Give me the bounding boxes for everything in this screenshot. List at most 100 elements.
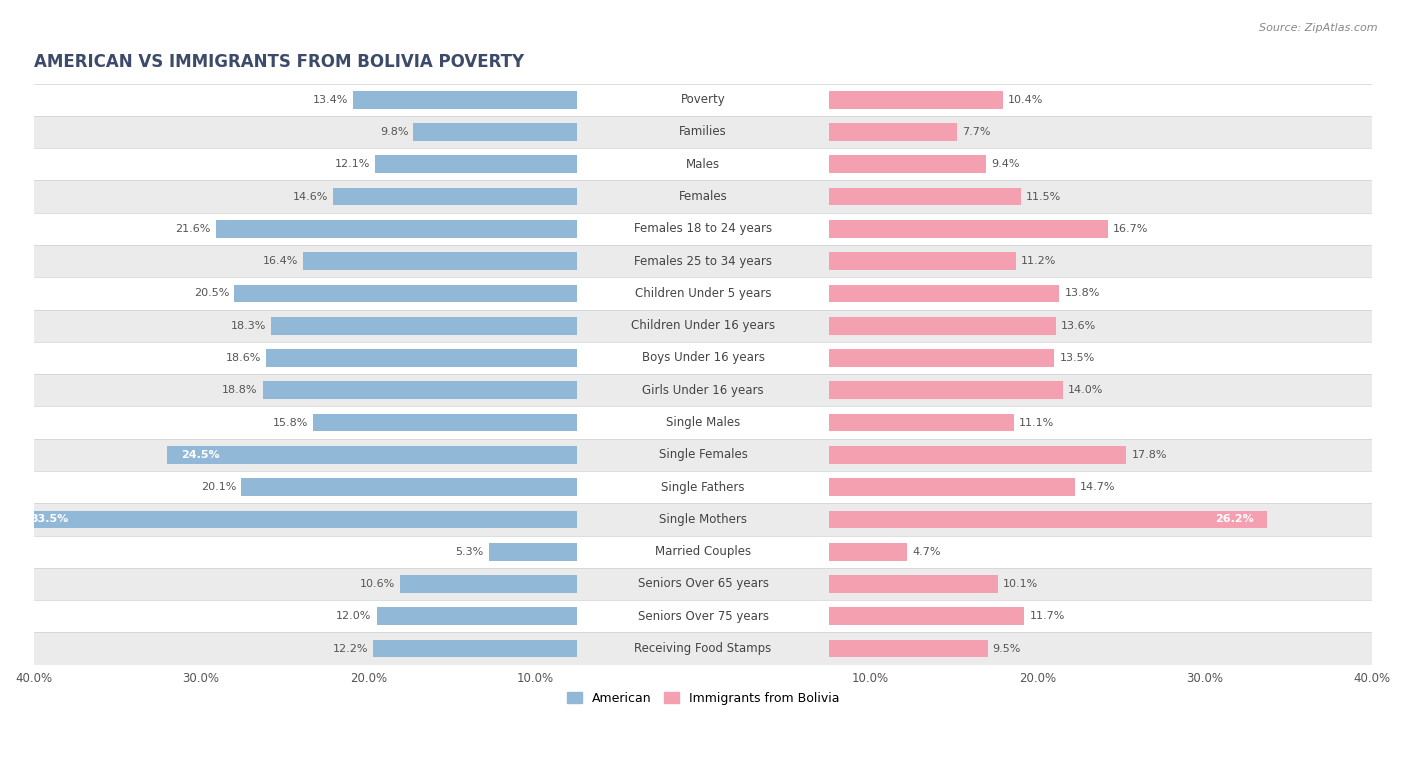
Text: 10.4%: 10.4%: [1008, 95, 1043, 105]
Text: 14.7%: 14.7%: [1080, 482, 1115, 492]
Bar: [828, 446, 1126, 464]
Text: 21.6%: 21.6%: [176, 224, 211, 233]
Text: Single Females: Single Females: [658, 448, 748, 462]
Bar: [34, 600, 1372, 632]
Bar: [828, 414, 1014, 431]
Text: Poverty: Poverty: [681, 93, 725, 106]
Text: 9.4%: 9.4%: [991, 159, 1019, 169]
Bar: [333, 188, 578, 205]
Text: Boys Under 16 years: Boys Under 16 years: [641, 352, 765, 365]
Bar: [34, 342, 1372, 374]
Bar: [401, 575, 578, 593]
Text: 15.8%: 15.8%: [273, 418, 308, 428]
Bar: [377, 607, 578, 625]
Text: 4.7%: 4.7%: [912, 547, 941, 556]
Text: Seniors Over 75 years: Seniors Over 75 years: [637, 609, 769, 623]
Bar: [304, 252, 578, 270]
Text: 24.5%: 24.5%: [181, 449, 219, 460]
Text: Children Under 5 years: Children Under 5 years: [634, 287, 772, 300]
Text: 11.1%: 11.1%: [1019, 418, 1054, 428]
Bar: [34, 568, 1372, 600]
Bar: [34, 148, 1372, 180]
Bar: [34, 374, 1372, 406]
Text: 20.1%: 20.1%: [201, 482, 236, 492]
Text: 18.3%: 18.3%: [231, 321, 266, 330]
Text: 13.4%: 13.4%: [312, 95, 349, 105]
Text: 20.5%: 20.5%: [194, 288, 229, 299]
Bar: [17, 510, 578, 528]
Text: 33.5%: 33.5%: [30, 515, 69, 525]
Text: 10.1%: 10.1%: [1002, 579, 1038, 589]
Bar: [34, 245, 1372, 277]
Text: 18.6%: 18.6%: [226, 353, 262, 363]
Text: 16.7%: 16.7%: [1114, 224, 1149, 233]
Bar: [34, 83, 1372, 116]
Bar: [828, 575, 997, 593]
Bar: [235, 284, 578, 302]
Bar: [34, 277, 1372, 309]
Bar: [217, 220, 578, 238]
Text: Married Couples: Married Couples: [655, 545, 751, 558]
Text: 11.2%: 11.2%: [1021, 256, 1056, 266]
Text: Families: Families: [679, 126, 727, 139]
Bar: [263, 381, 578, 399]
Text: Girls Under 16 years: Girls Under 16 years: [643, 384, 763, 396]
Bar: [34, 632, 1372, 665]
Text: Females 18 to 24 years: Females 18 to 24 years: [634, 222, 772, 235]
Bar: [374, 640, 578, 657]
Bar: [828, 381, 1063, 399]
Text: Seniors Over 65 years: Seniors Over 65 years: [637, 578, 769, 590]
Text: 13.8%: 13.8%: [1064, 288, 1099, 299]
Bar: [34, 309, 1372, 342]
Text: Females 25 to 34 years: Females 25 to 34 years: [634, 255, 772, 268]
Text: 11.5%: 11.5%: [1026, 192, 1062, 202]
Text: AMERICAN VS IMMIGRANTS FROM BOLIVIA POVERTY: AMERICAN VS IMMIGRANTS FROM BOLIVIA POVE…: [34, 53, 523, 71]
Text: 17.8%: 17.8%: [1132, 449, 1167, 460]
Bar: [34, 213, 1372, 245]
Text: 9.5%: 9.5%: [993, 644, 1021, 653]
Bar: [353, 91, 578, 108]
Text: Single Fathers: Single Fathers: [661, 481, 745, 493]
Text: 5.3%: 5.3%: [456, 547, 484, 556]
Text: Receiving Food Stamps: Receiving Food Stamps: [634, 642, 772, 655]
Bar: [828, 317, 1056, 334]
Bar: [828, 640, 987, 657]
Text: 14.6%: 14.6%: [292, 192, 328, 202]
Bar: [240, 478, 578, 496]
Bar: [34, 535, 1372, 568]
Legend: American, Immigrants from Bolivia: American, Immigrants from Bolivia: [567, 692, 839, 705]
Bar: [828, 252, 1017, 270]
Bar: [314, 414, 578, 431]
Bar: [828, 91, 1002, 108]
Bar: [828, 155, 986, 173]
Bar: [489, 543, 578, 561]
Bar: [828, 607, 1025, 625]
Text: 26.2%: 26.2%: [1215, 515, 1254, 525]
Bar: [34, 406, 1372, 439]
Bar: [167, 446, 578, 464]
Text: Single Males: Single Males: [666, 416, 740, 429]
Bar: [413, 123, 578, 141]
Bar: [828, 543, 907, 561]
Text: Single Mothers: Single Mothers: [659, 513, 747, 526]
Bar: [34, 180, 1372, 213]
Bar: [828, 349, 1054, 367]
Text: 11.7%: 11.7%: [1029, 611, 1064, 622]
Text: 14.0%: 14.0%: [1067, 385, 1104, 395]
Text: 7.7%: 7.7%: [963, 127, 991, 137]
Text: 12.2%: 12.2%: [333, 644, 368, 653]
Bar: [828, 123, 957, 141]
Bar: [271, 317, 578, 334]
Text: Children Under 16 years: Children Under 16 years: [631, 319, 775, 332]
Bar: [828, 284, 1060, 302]
Bar: [266, 349, 578, 367]
Text: 13.5%: 13.5%: [1060, 353, 1095, 363]
Text: 12.1%: 12.1%: [335, 159, 370, 169]
Text: Source: ZipAtlas.com: Source: ZipAtlas.com: [1260, 23, 1378, 33]
Bar: [375, 155, 578, 173]
Bar: [828, 510, 1267, 528]
Text: Females: Females: [679, 190, 727, 203]
Bar: [828, 188, 1021, 205]
Text: 12.0%: 12.0%: [336, 611, 371, 622]
Text: 10.6%: 10.6%: [360, 579, 395, 589]
